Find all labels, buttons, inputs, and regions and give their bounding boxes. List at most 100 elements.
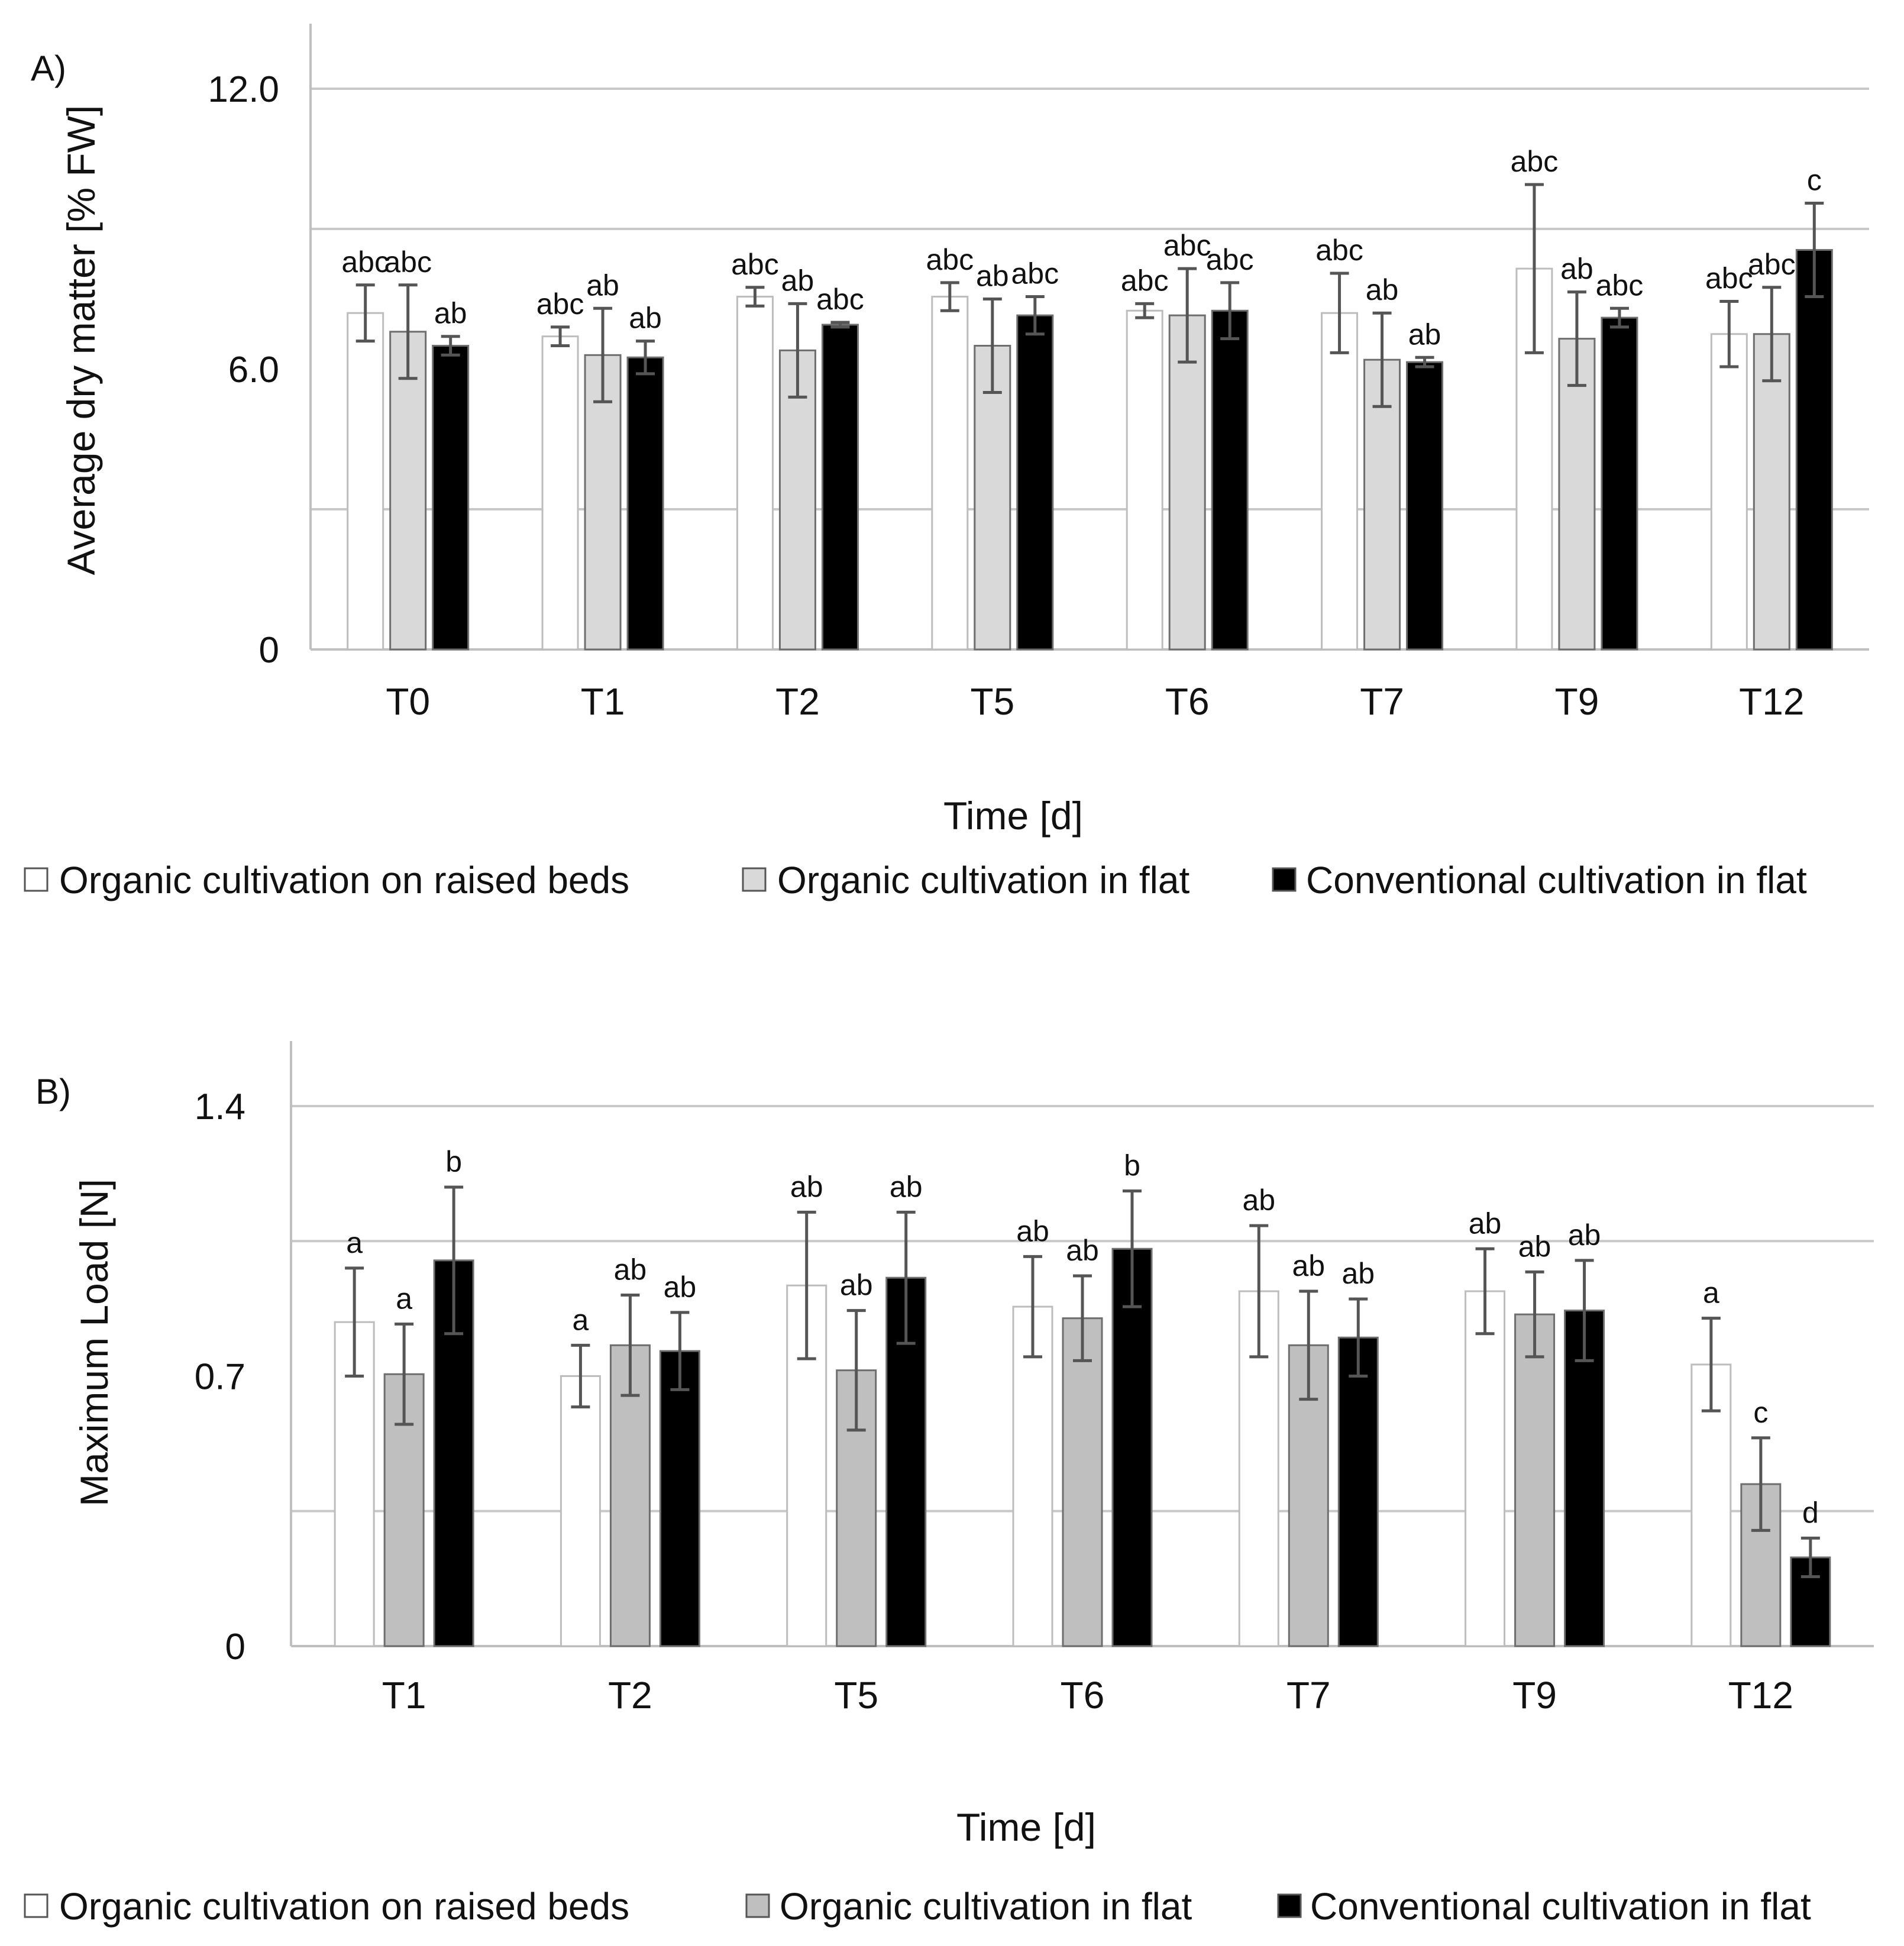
significance-letter: abc bbox=[1596, 269, 1644, 302]
bar bbox=[1363, 358, 1401, 651]
x-axis-title: Time [d] bbox=[956, 1805, 1096, 1849]
y-tick-label: 0.7 bbox=[195, 1357, 245, 1398]
significance-letter: a bbox=[1703, 1276, 1719, 1310]
y-axis-title: Average dry matter [% FW] bbox=[59, 105, 103, 576]
bar bbox=[1406, 361, 1444, 651]
significance-letter: ab bbox=[614, 1253, 647, 1286]
bar bbox=[1321, 312, 1359, 651]
legend-label: Conventional cultivation in flat bbox=[1310, 1885, 1811, 1928]
bar bbox=[1710, 333, 1748, 651]
y-tick-label: 0 bbox=[225, 1627, 245, 1667]
bar bbox=[1753, 333, 1790, 651]
legend-label: Organic cultivation on raised beds bbox=[59, 1885, 629, 1928]
bar bbox=[736, 296, 774, 651]
legend-swatch bbox=[24, 867, 49, 892]
y-axis-title: Maximum Load [N] bbox=[72, 1179, 116, 1507]
x-tick-label: T9 bbox=[1555, 680, 1599, 723]
legend: Organic cultivation on raised beds Organi… bbox=[24, 859, 1807, 901]
significance-letter: abc bbox=[536, 287, 584, 321]
legend-swatch bbox=[742, 867, 767, 892]
significance-letter: a bbox=[573, 1303, 589, 1336]
significance-letter: c bbox=[1753, 1396, 1768, 1429]
significance-letter: ab bbox=[840, 1269, 873, 1302]
significance-letter: ab bbox=[1366, 273, 1399, 306]
significance-letter: ab bbox=[1016, 1214, 1049, 1247]
significance-letter: ab bbox=[664, 1271, 697, 1304]
bar bbox=[1126, 309, 1163, 651]
bar bbox=[1337, 1336, 1379, 1647]
significance-letter: abc bbox=[384, 245, 432, 279]
panel-label: A) bbox=[31, 49, 66, 88]
significance-letter: ab bbox=[890, 1170, 923, 1203]
y-tick-label: 6.0 bbox=[228, 350, 279, 390]
significance-letter: abc bbox=[1011, 257, 1059, 290]
significance-letter: b bbox=[1124, 1149, 1140, 1182]
x-tick-label: T5 bbox=[970, 680, 1014, 723]
significance-letter: abc bbox=[816, 283, 864, 316]
significance-letter: ab bbox=[781, 264, 814, 297]
significance-letter: ab bbox=[1292, 1249, 1325, 1282]
significance-letter: ab bbox=[976, 260, 1009, 293]
significance-letter: ab bbox=[1568, 1218, 1601, 1252]
significance-letter: ab bbox=[1469, 1207, 1502, 1240]
bar bbox=[560, 1375, 601, 1647]
x-tick-label: T5 bbox=[834, 1674, 878, 1717]
bar bbox=[1168, 314, 1206, 651]
significance-letter: abc bbox=[731, 248, 779, 281]
bar bbox=[1514, 1313, 1556, 1647]
legend-swatch bbox=[24, 1893, 49, 1918]
legend-label: Organic cultivation in flat bbox=[777, 859, 1189, 901]
y-tick-label: 0 bbox=[259, 630, 279, 671]
significance-letter: a bbox=[396, 1282, 412, 1315]
significance-letter: d bbox=[1802, 1496, 1819, 1529]
chart-dry-matter: A) Average dry matter [% FW] Time [d] 0 6… bbox=[24, 24, 1869, 901]
legend-swatch bbox=[1277, 1893, 1302, 1918]
significance-letter: abc bbox=[926, 243, 974, 276]
significance-letter: c bbox=[1807, 164, 1822, 197]
x-tick-label: T0 bbox=[386, 680, 430, 723]
bar bbox=[659, 1350, 700, 1647]
significance-letter: abc bbox=[1705, 261, 1753, 295]
x-tick-label: T9 bbox=[1512, 1674, 1557, 1717]
bar bbox=[626, 356, 664, 651]
significance-letter: abc bbox=[1315, 234, 1363, 267]
bar bbox=[1211, 309, 1249, 651]
legend-label: Organic cultivation in flat bbox=[780, 1885, 1192, 1928]
bar bbox=[609, 1344, 651, 1647]
significance-letter: ab bbox=[1066, 1234, 1099, 1267]
bar bbox=[1111, 1247, 1153, 1647]
x-tick-label: T6 bbox=[1061, 1674, 1105, 1717]
significance-letter: ab bbox=[586, 269, 619, 302]
x-tick-label: T1 bbox=[581, 680, 625, 723]
panel-label: B) bbox=[35, 1072, 71, 1111]
bar bbox=[432, 345, 470, 651]
significance-letter: ab bbox=[1408, 318, 1441, 351]
bar bbox=[1601, 316, 1638, 651]
x-tick-label: T12 bbox=[1739, 680, 1804, 723]
x-tick-label: T7 bbox=[1360, 680, 1404, 723]
significance-letter: abc bbox=[1163, 229, 1211, 262]
x-tick-label: T2 bbox=[608, 1674, 652, 1717]
significance-letter: ab bbox=[1560, 253, 1593, 286]
bar bbox=[1465, 1290, 1506, 1647]
y-tick-label: 12.0 bbox=[208, 69, 279, 110]
x-axis-title: Time [d] bbox=[943, 794, 1083, 838]
significance-letter: abc bbox=[1121, 264, 1169, 297]
legend-swatch bbox=[1272, 867, 1297, 892]
bar bbox=[584, 354, 622, 651]
x-tick-label: T12 bbox=[1728, 1674, 1793, 1717]
significance-letter: ab bbox=[790, 1170, 823, 1203]
bar bbox=[541, 335, 579, 651]
bar bbox=[974, 345, 1011, 651]
legend-label: Conventional cultivation in flat bbox=[1306, 859, 1807, 901]
significance-letter: a bbox=[346, 1226, 363, 1259]
significance-letter: ab bbox=[629, 302, 662, 335]
legend-swatch bbox=[745, 1893, 770, 1918]
x-tick-label: T6 bbox=[1165, 680, 1210, 723]
significance-letter: ab bbox=[1242, 1184, 1275, 1217]
significance-letter: abc bbox=[1206, 243, 1254, 276]
bar bbox=[1016, 314, 1054, 651]
significance-letter: ab bbox=[1518, 1230, 1551, 1263]
bar bbox=[931, 296, 969, 651]
significance-letter: abc bbox=[1748, 248, 1796, 281]
